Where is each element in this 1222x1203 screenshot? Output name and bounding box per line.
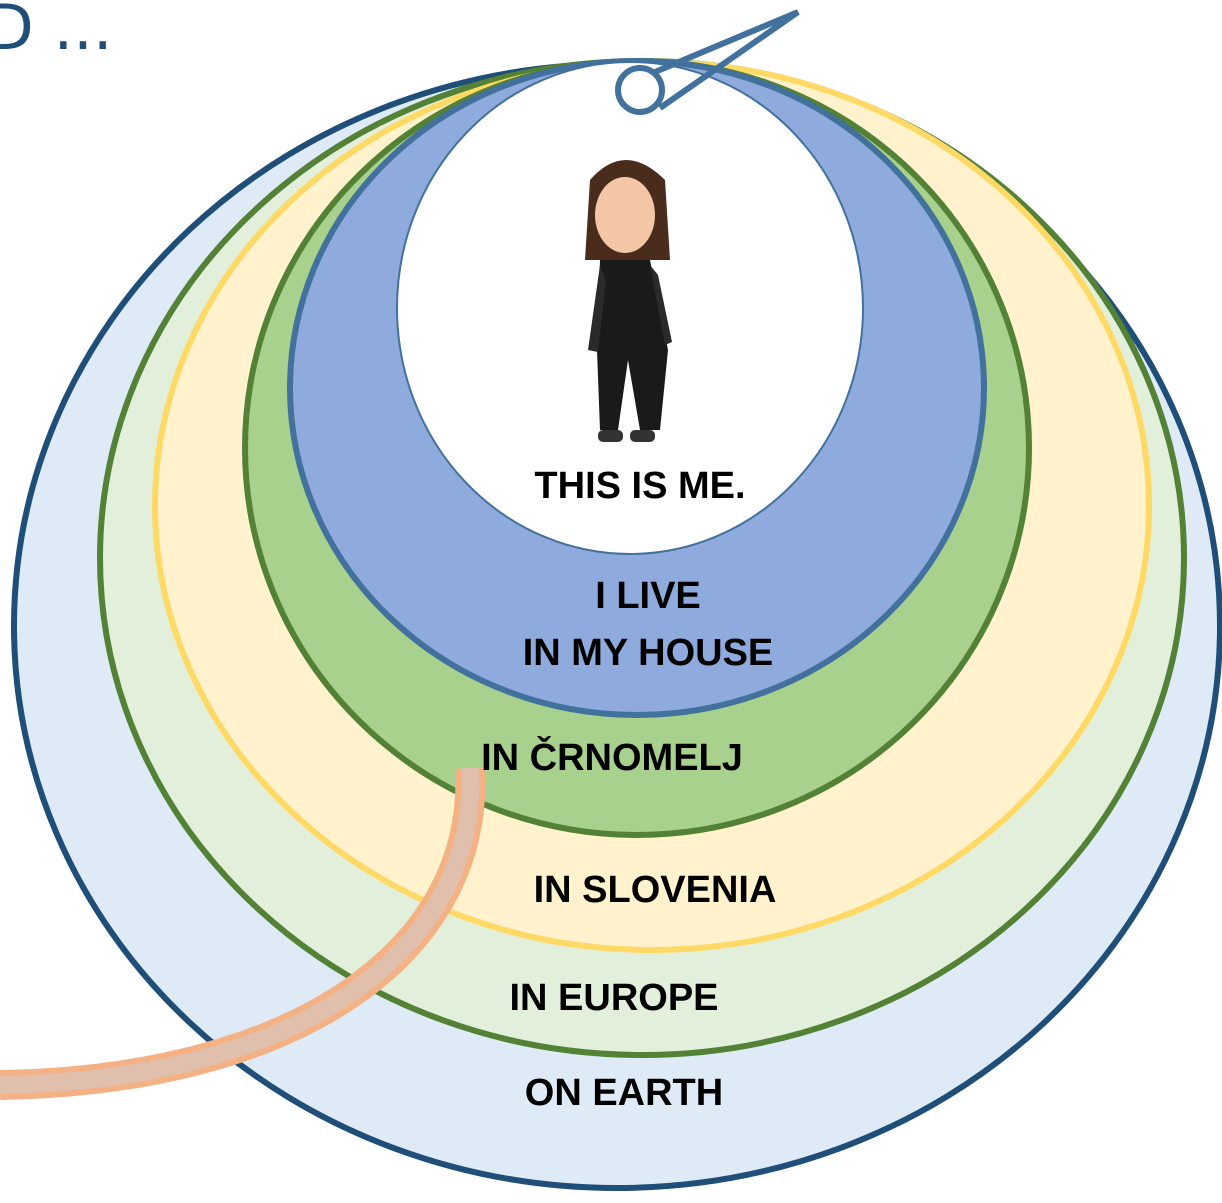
ring-label: ON EARTH <box>525 1072 723 1114</box>
ring-label: THIS IS ME. <box>534 465 745 507</box>
page: {"header": {"title": "D ..."}, "rings": … <box>0 0 1222 1203</box>
ring-label: IN ČRNOMELJ <box>481 734 743 779</box>
ring-label: IN EUROPE <box>509 977 718 1019</box>
ring-label: IN MY HOUSE <box>523 632 774 674</box>
ring-label: IN SLOVENIA <box>534 869 777 911</box>
title: D ... <box>0 0 113 64</box>
diagram: D ... THIS IS ME. I LIVE IN MY HOUSE IN … <box>0 0 1222 1203</box>
ring-label: I LIVE <box>595 575 701 617</box>
